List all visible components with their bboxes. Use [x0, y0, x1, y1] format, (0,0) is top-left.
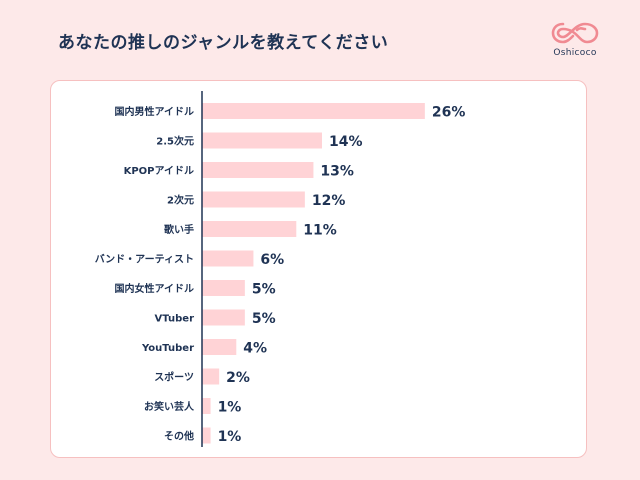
bar	[202, 339, 237, 355]
value-label: 5%	[252, 311, 276, 327]
bar	[202, 191, 305, 208]
bar	[202, 309, 245, 326]
bar	[202, 250, 254, 267]
category-label: 国内女性アイドル	[115, 282, 195, 295]
value-label: 4%	[243, 341, 267, 357]
category-label: お笑い芸人	[144, 400, 195, 413]
value-label: 11%	[303, 223, 337, 239]
value-label: 6%	[260, 252, 284, 268]
bar	[202, 368, 220, 385]
value-label: 1%	[218, 429, 242, 445]
category-label: バンド・アーティスト	[95, 254, 194, 266]
value-label: 14%	[329, 134, 363, 150]
category-label: スポーツ	[154, 371, 194, 384]
category-label: VTuber	[155, 314, 195, 325]
category-label: 2次元	[167, 194, 194, 207]
value-label: 13%	[320, 164, 354, 180]
oshicoco-logo-icon	[551, 22, 599, 44]
category-label: 2.5次元	[156, 135, 194, 148]
bar	[202, 398, 211, 414]
category-label: YouTuber	[141, 343, 194, 354]
value-label: 12%	[312, 193, 346, 209]
page-title: あなたの推しのジャンルを教えてください	[58, 33, 389, 53]
value-label: 2%	[226, 370, 250, 386]
bar	[202, 427, 211, 444]
bar-chart: 国内男性アイドル 26% 2.5次元 14% KPOPアイドル 13% 2次元 12% 歌い手 1…	[95, 91, 466, 447]
value-label: 5%	[252, 282, 276, 298]
logo-text: Oshicoco	[553, 48, 597, 58]
category-label: 歌い手	[164, 223, 194, 236]
category-label: その他	[164, 430, 194, 443]
category-label: 国内男性アイドル	[115, 105, 195, 118]
value-label: 1%	[218, 400, 242, 416]
bar	[202, 221, 297, 237]
value-label: 26%	[432, 105, 466, 121]
bar	[202, 103, 425, 119]
category-label: KPOPアイドル	[124, 165, 194, 177]
bar	[202, 162, 314, 178]
logo: Oshicoco	[547, 20, 603, 64]
bar	[202, 280, 245, 296]
bar	[202, 132, 322, 149]
chart-card: 国内男性アイドル 26% 2.5次元 14% KPOPアイドル 13% 2次元 12% 歌い手 1…	[50, 80, 587, 458]
